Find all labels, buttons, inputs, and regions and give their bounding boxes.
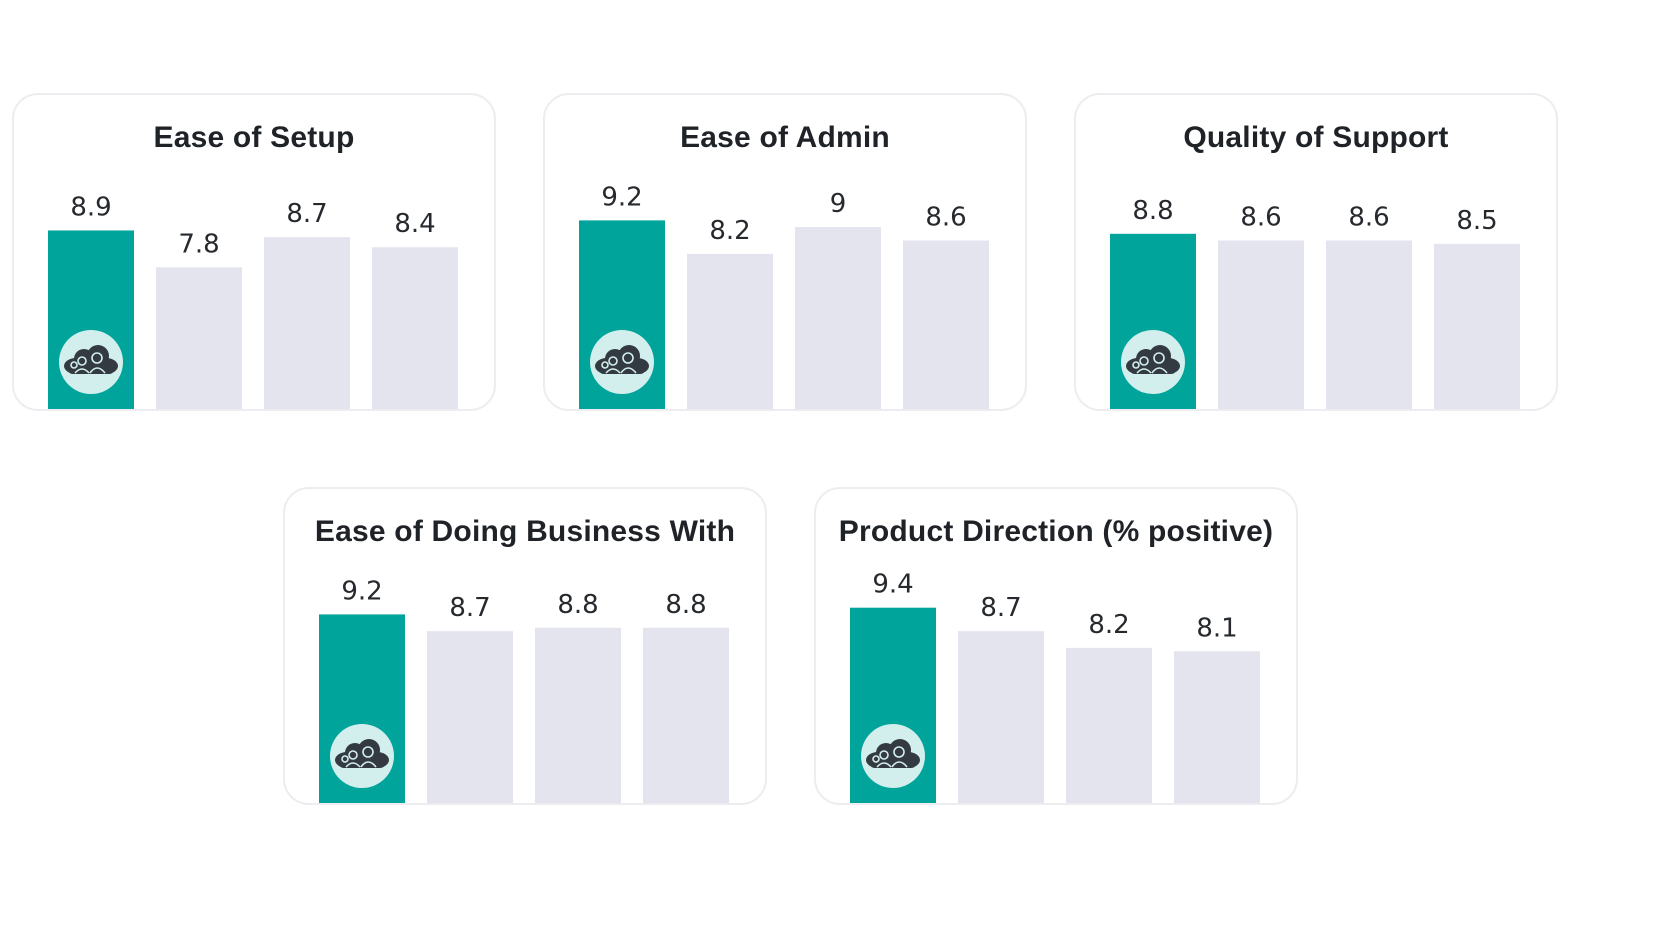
bar xyxy=(1218,240,1304,409)
cloud-people-icon xyxy=(861,724,925,788)
cloud-people-icon xyxy=(1121,330,1185,394)
bar-chart-quality-of-support: 8.8 8.6 8.6 8.5 xyxy=(1110,196,1520,409)
chart-card-quality-of-support: Quality of Support 8.8 8.6 8.6 8.5 xyxy=(1074,93,1558,411)
bar-value-label: 8.1 xyxy=(1196,613,1237,643)
chart-title: Ease of Admin xyxy=(680,121,890,154)
chart-card-ease-of-admin: Ease of Admin 9.2 8.2 9 8.6 xyxy=(543,93,1027,411)
bar xyxy=(372,247,458,409)
chart-title: Ease of Doing Business With xyxy=(314,515,736,548)
chart-card-ease-of-doing-business: Ease of Doing Business With 9.2 8.7 8.8 8.8 xyxy=(283,487,767,805)
bar-value-label: 8.4 xyxy=(394,209,435,239)
chart-card-ease-of-setup: Ease of Setup 8.9 7.8 8.7 8.4 xyxy=(12,93,496,411)
bar-value-label: 9.2 xyxy=(341,576,382,606)
bar-value-label: 7.8 xyxy=(178,229,219,259)
chart-title: Quality of Support xyxy=(1183,121,1449,154)
bar-value-label: 9.2 xyxy=(601,182,642,212)
bar-chart-ease-of-doing-business: 9.2 8.7 8.8 8.8 xyxy=(319,576,729,803)
bar-value-label: 8.6 xyxy=(1240,203,1281,233)
cloud-people-icon xyxy=(590,330,654,394)
bar-value-label: 8.5 xyxy=(1456,206,1497,236)
bar-value-label: 8.2 xyxy=(709,216,750,246)
bar-value-label: 8.7 xyxy=(980,593,1021,623)
cloud-people-icon xyxy=(59,330,123,394)
bar-value-label: 8.8 xyxy=(557,590,598,620)
chart-title: Ease of Setup xyxy=(153,121,355,154)
bar-value-label: 9 xyxy=(830,189,847,219)
bar xyxy=(427,631,513,803)
bar xyxy=(1434,243,1520,409)
bar-value-label: 8.2 xyxy=(1088,610,1129,640)
bar-value-label: 8.6 xyxy=(925,203,966,233)
bar-value-label: 8.7 xyxy=(449,593,490,623)
bar-value-label: 9.4 xyxy=(872,570,913,600)
chart-card-product-direction: Product Direction (% positive) 9.4 8.7 8.2… xyxy=(814,487,1298,805)
bar xyxy=(903,240,989,409)
bar-chart-ease-of-setup: 8.9 7.8 8.7 8.4 xyxy=(48,192,458,409)
cloud-people-icon xyxy=(330,724,394,788)
bar xyxy=(795,227,881,409)
chart-title: Product Direction (% positive) xyxy=(838,515,1274,548)
bar-value-label: 8.6 xyxy=(1348,203,1389,233)
bar xyxy=(687,253,773,409)
bar-value-label: 8.7 xyxy=(286,199,327,229)
bar-value-label: 8.8 xyxy=(1132,196,1173,226)
bar xyxy=(156,267,242,409)
bar xyxy=(535,627,621,803)
bar xyxy=(1066,647,1152,803)
bar xyxy=(958,631,1044,803)
bar-value-label: 8.8 xyxy=(665,590,706,620)
bar xyxy=(643,627,729,803)
bar xyxy=(264,237,350,409)
bar xyxy=(1174,651,1260,803)
bar-chart-ease-of-admin: 9.2 8.2 9 8.6 xyxy=(579,182,989,409)
bar-chart-product-direction: 9.4 8.7 8.2 8.1 xyxy=(850,570,1260,803)
bar xyxy=(1326,240,1412,409)
bar-value-label: 8.9 xyxy=(70,192,111,222)
